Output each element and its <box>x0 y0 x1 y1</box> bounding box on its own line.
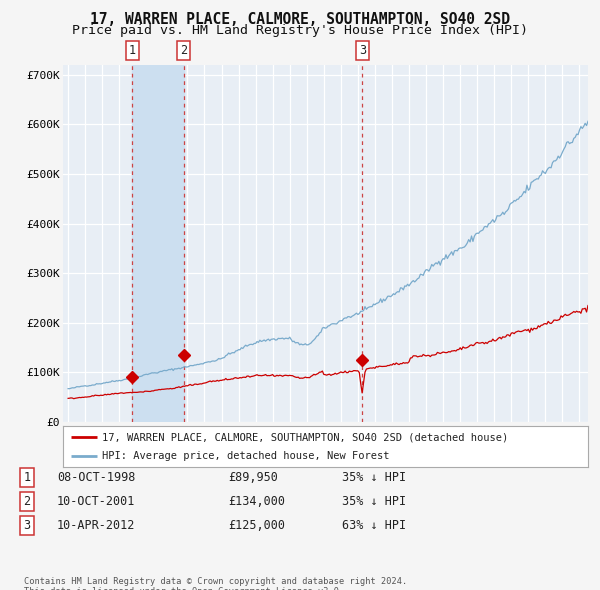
Text: £134,000: £134,000 <box>228 495 285 508</box>
Text: 3: 3 <box>359 44 366 57</box>
Text: Contains HM Land Registry data © Crown copyright and database right 2024.
This d: Contains HM Land Registry data © Crown c… <box>24 577 407 590</box>
Bar <box>133 65 184 422</box>
Text: £89,950: £89,950 <box>228 471 278 484</box>
Text: 2: 2 <box>23 495 31 508</box>
Text: 17, WARREN PLACE, CALMORE, SOUTHAMPTON, SO40 2SD: 17, WARREN PLACE, CALMORE, SOUTHAMPTON, … <box>90 12 510 27</box>
Text: 17, WARREN PLACE, CALMORE, SOUTHAMPTON, SO40 2SD (detached house): 17, WARREN PLACE, CALMORE, SOUTHAMPTON, … <box>103 432 509 442</box>
Text: 1: 1 <box>23 471 31 484</box>
Text: Price paid vs. HM Land Registry's House Price Index (HPI): Price paid vs. HM Land Registry's House … <box>72 24 528 37</box>
Text: 35% ↓ HPI: 35% ↓ HPI <box>342 495 406 508</box>
Text: £125,000: £125,000 <box>228 519 285 532</box>
Text: 10-APR-2012: 10-APR-2012 <box>57 519 136 532</box>
Text: 35% ↓ HPI: 35% ↓ HPI <box>342 471 406 484</box>
Text: HPI: Average price, detached house, New Forest: HPI: Average price, detached house, New … <box>103 451 390 461</box>
Text: 1: 1 <box>129 44 136 57</box>
Text: 08-OCT-1998: 08-OCT-1998 <box>57 471 136 484</box>
Text: 10-OCT-2001: 10-OCT-2001 <box>57 495 136 508</box>
Text: 63% ↓ HPI: 63% ↓ HPI <box>342 519 406 532</box>
Text: 3: 3 <box>23 519 31 532</box>
Text: 2: 2 <box>180 44 187 57</box>
